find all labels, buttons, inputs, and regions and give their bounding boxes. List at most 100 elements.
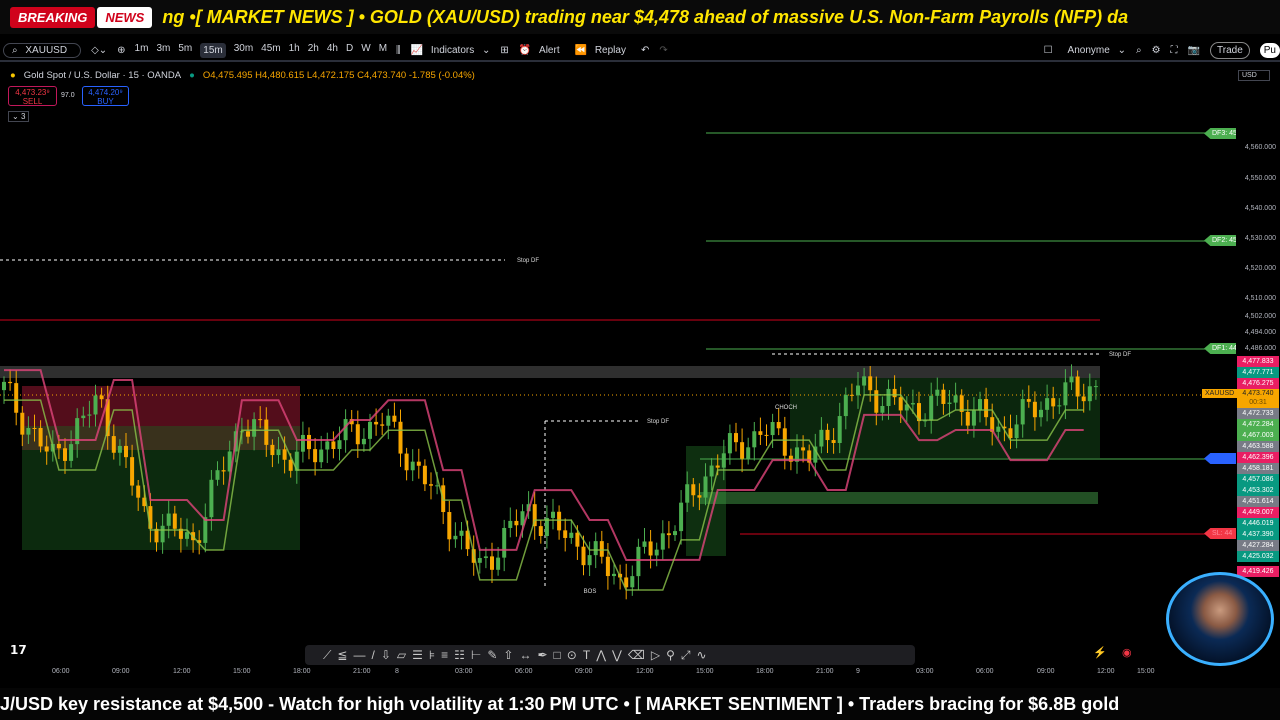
replay-button[interactable]: ⏪ Replay	[574, 44, 626, 56]
gann-icon[interactable]: ☷	[454, 648, 465, 662]
timeframe-30m[interactable]: 30m	[233, 42, 254, 54]
account-label: Anonyme	[1067, 44, 1110, 56]
timeframe-5m[interactable]: 5m	[178, 42, 193, 54]
candle-body	[2, 381, 6, 391]
text-icon[interactable]: T	[582, 648, 591, 662]
candle-body	[660, 533, 665, 550]
play-icon[interactable]: ▷	[650, 648, 661, 662]
trade-button[interactable]: Trade	[1210, 41, 1250, 59]
horizontal-line-icon[interactable]: —	[353, 648, 366, 662]
timeframe-2h[interactable]: 2h	[307, 42, 319, 54]
add-symbol-icon[interactable]: ⊕	[117, 44, 126, 56]
timeframe-45m[interactable]: 45m	[261, 42, 281, 54]
symbol-search[interactable]: ⌕ XAUUSD	[3, 42, 82, 58]
time-tick: 03:00	[455, 668, 473, 675]
measure-icon[interactable]: ⊢	[470, 648, 482, 662]
xabcd-icon[interactable]: ⋁	[612, 648, 622, 662]
candle-body	[111, 436, 116, 453]
candle-body	[56, 443, 61, 449]
indicators-button[interactable]: 📈 Indicators ⌄	[410, 44, 491, 56]
magnet-icon[interactable]: ⚲	[666, 648, 675, 662]
buy-button[interactable]: 4,474.20⁹ BUY	[82, 86, 129, 106]
candle-body	[978, 399, 982, 411]
lightning-icon[interactable]: ⚡	[1093, 647, 1107, 659]
replay-label: Replay	[594, 44, 626, 56]
position-icon[interactable]: ⊧	[428, 648, 436, 662]
price-tick: 4,540.000	[1244, 205, 1276, 212]
arrow-up-icon[interactable]: ⇧	[503, 648, 514, 662]
fib-icon[interactable]: ☰	[412, 648, 423, 662]
settings-icon[interactable]: ⚙	[1151, 44, 1161, 56]
candle-body	[496, 557, 501, 570]
arrow-down-icon[interactable]: ⇩	[380, 648, 391, 662]
price-level-box: 4,467.003	[1237, 430, 1279, 441]
undo-icon[interactable]: ↶	[640, 44, 650, 56]
drawing-toolbar: ⟋ ≦ — / ⇩ ▱ ☰ ⊧ ≡ ☷ ⊢ ✎ ⇧ ↔ ✒ □ ⊙ T ⋀ ⋁ ⌫ ▷ ⚲ ⤢ ∿	[305, 645, 915, 665]
sell-button[interactable]: 4,473.23⁹ SELL	[8, 86, 57, 106]
brush-icon[interactable]: ✎	[487, 648, 498, 662]
publish-button[interactable]: Pu	[1259, 42, 1280, 58]
currency-select[interactable]: USD	[1238, 70, 1270, 81]
timeframe-1m[interactable]: 1m	[134, 42, 149, 54]
timeframe-3m[interactable]: 3m	[156, 42, 171, 54]
symbol-title[interactable]: Gold Spot / U.S. Dollar · 15 · OANDA	[23, 70, 182, 81]
compare-icon[interactable]: ◇⌄	[91, 44, 108, 56]
timeframe-1h[interactable]: 1h	[288, 42, 300, 54]
path-icon[interactable]: ∿	[696, 648, 707, 662]
pitchfork-icon[interactable]: ≦	[337, 648, 348, 662]
timeframe-4h[interactable]: 4h	[326, 42, 338, 54]
candle-body	[605, 556, 610, 577]
ray-icon[interactable]: /	[371, 648, 375, 662]
layouts-icon[interactable]: ⊞	[500, 44, 509, 56]
price-axis[interactable]: 4,560.000 4,550.000 4,540.000 4,530.000 4,52…	[1236, 66, 1280, 660]
indicators-collapse[interactable]: ⌄ 3	[8, 111, 30, 122]
candle-body	[172, 513, 177, 529]
candle-body	[514, 520, 519, 526]
alert-button[interactable]: ⏰ Alert	[518, 44, 560, 56]
candle-body	[26, 427, 31, 435]
candle-body	[709, 465, 714, 477]
candle-body	[508, 520, 513, 528]
camera-icon[interactable]: 📷	[1187, 44, 1200, 56]
us-flag-icon[interactable]: ◉	[1122, 647, 1132, 659]
candle-body	[361, 438, 366, 445]
timeframe-M[interactable]: M	[378, 42, 388, 54]
candle-body	[307, 434, 311, 450]
chart-legend: ● Gold Spot / U.S. Dollar · 15 · OANDA ●…	[10, 70, 475, 81]
candle-body	[63, 448, 67, 461]
price-chart[interactable]: Stop DF Stop DF Stop DF CHOCH BOS	[0, 66, 1236, 660]
eraser-icon[interactable]: ⌫	[627, 648, 645, 662]
timeframe-W[interactable]: W	[361, 42, 371, 54]
ruler-icon[interactable]: ↔	[519, 648, 532, 662]
line-tool-icon[interactable]: ⤢	[680, 647, 691, 662]
price-level-box: 4,437.390	[1237, 529, 1279, 540]
price-tick: 4,560.000	[1244, 144, 1276, 151]
candle-body	[746, 447, 751, 459]
search-icon[interactable]: ⌕	[1135, 44, 1142, 56]
news-ticker-top: BREAKING NEWS ng •[ MARKET NEWS ] • GOLD…	[0, 0, 1280, 34]
circle-icon[interactable]: ⊙	[566, 648, 577, 662]
timeframe-15m[interactable]: 15m	[200, 42, 226, 58]
candle-body	[880, 405, 885, 413]
timeframe-D[interactable]: D	[346, 42, 354, 54]
layout-icon[interactable]: ☐	[1043, 44, 1053, 56]
candle-body	[44, 446, 49, 452]
candle-body	[941, 389, 946, 404]
abcd-icon[interactable]: ⋀	[596, 648, 607, 662]
redo-icon[interactable]: ↷	[659, 44, 668, 56]
time-tick: 09:00	[1037, 668, 1055, 675]
df2-label: DF2: 45	[1204, 235, 1236, 246]
candle-body	[87, 414, 92, 416]
price-level-box: 4,463.588	[1237, 441, 1279, 452]
account-menu[interactable]: Anonyme ⌄	[1067, 44, 1126, 56]
chart-type-icon[interactable]: ⫼	[396, 44, 401, 56]
lines-icon[interactable]: ≡	[441, 648, 449, 662]
price-level-box: 4,462.396	[1237, 452, 1279, 463]
trend-line-icon[interactable]: ⟋	[323, 647, 332, 662]
candle-body	[770, 422, 775, 436]
fullscreen-icon[interactable]: ⛶	[1170, 44, 1178, 56]
parallel-channel-icon[interactable]: ▱	[396, 648, 407, 662]
pen-icon[interactable]: ✒	[537, 648, 548, 662]
timeframe-group: 1m 3m 5m 15m 30m 45m 1h 2h 4h D W M	[131, 42, 391, 58]
rectangle-icon[interactable]: □	[553, 648, 561, 662]
